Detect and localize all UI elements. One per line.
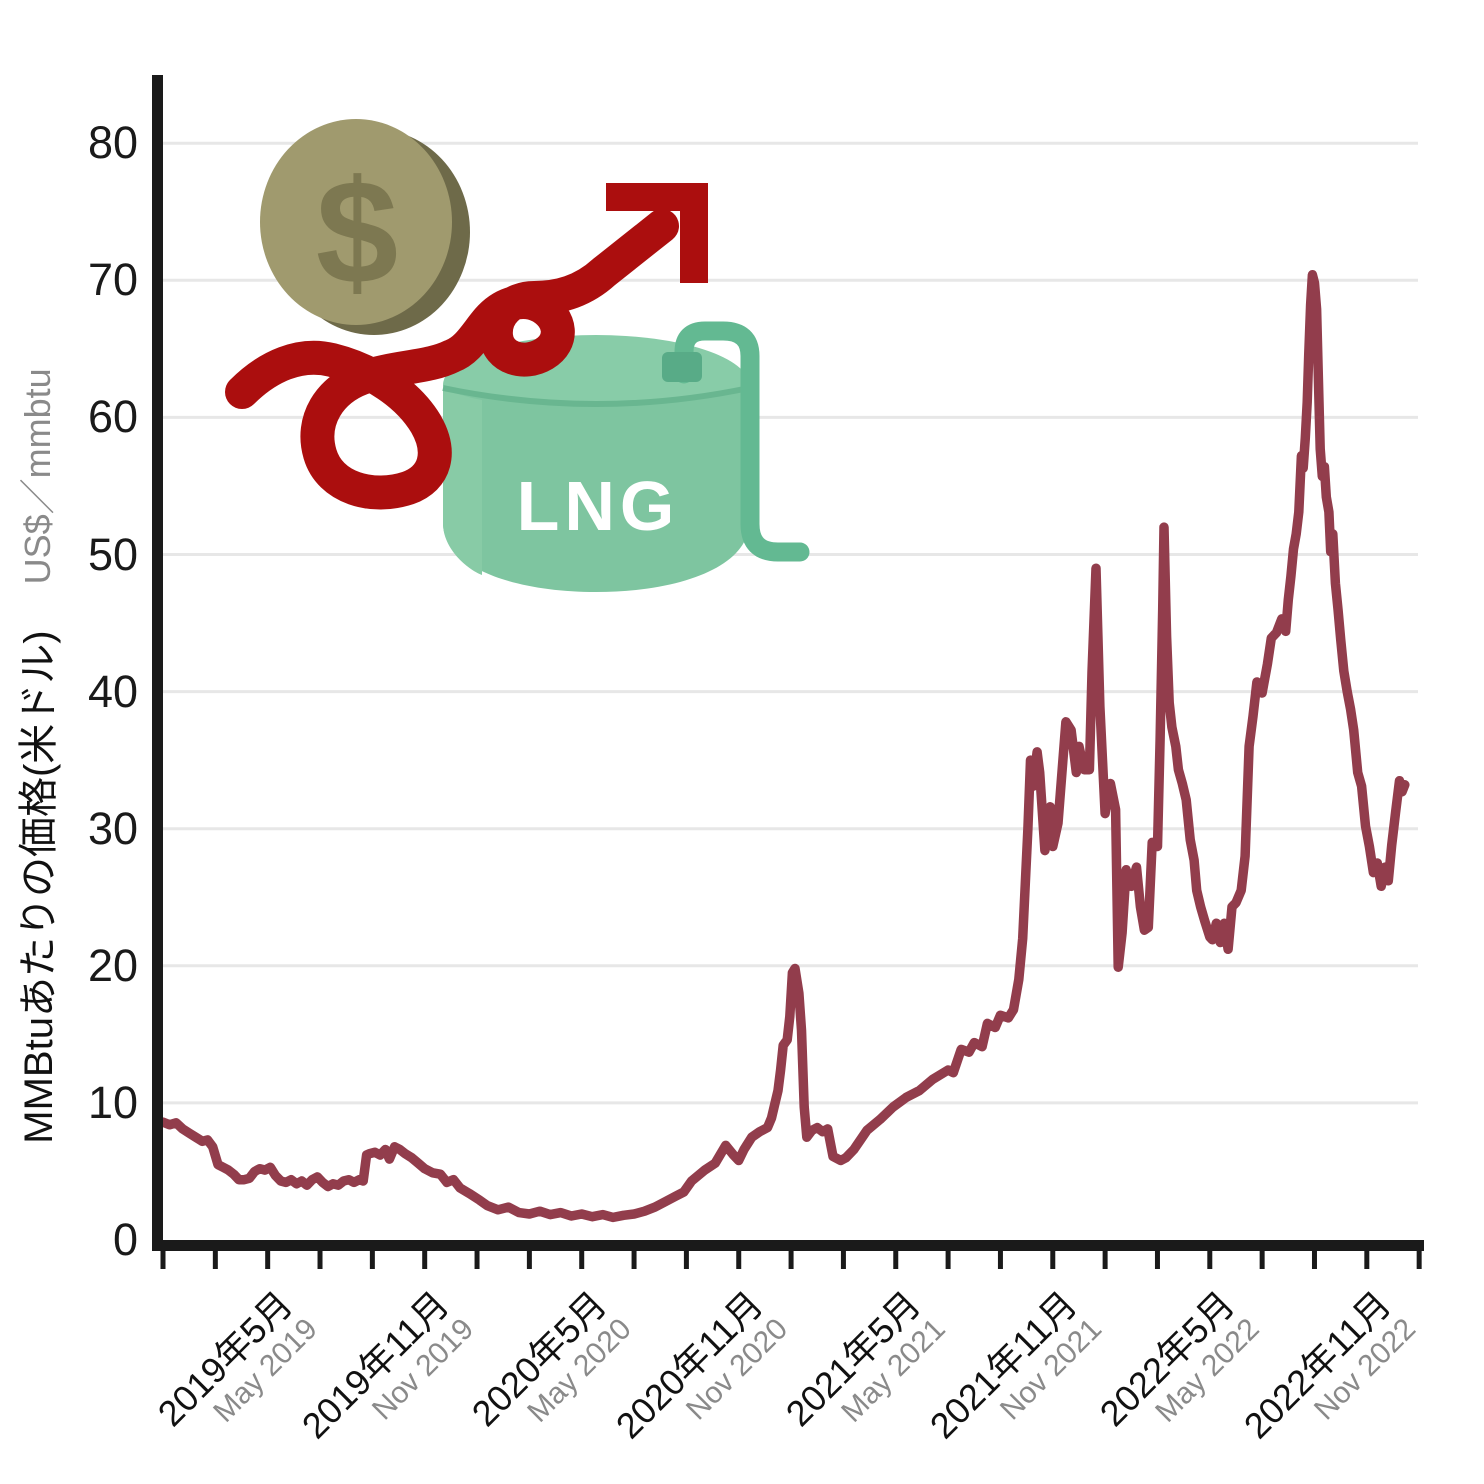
tank-body: [443, 388, 749, 592]
y-axis-tick-label: 70: [87, 254, 138, 306]
tank-pipe: [674, 321, 810, 562]
x-axis-ticks: [160, 1246, 1422, 1269]
y-axis-tick-label: 40: [87, 665, 138, 717]
price-line: [158, 270, 1410, 1223]
rising-arrow-icon: [225, 183, 708, 510]
lng-tank-icon: LNG: [442, 321, 810, 592]
tank-nozzle: [662, 352, 702, 382]
tank-label: LNG: [517, 467, 680, 545]
y-axis-tick-label: 50: [87, 528, 138, 580]
axes: [152, 75, 1424, 1269]
y-axis-tick-label: 30: [87, 802, 138, 854]
y-axis-tick-label: 80: [87, 117, 138, 169]
y-axis-title-jp: MMBtuあたりの価格(米ドル): [17, 630, 61, 1144]
y-axis-tick-label: 60: [87, 391, 138, 443]
dollar-sign: $: [316, 150, 398, 315]
coin-face: [260, 119, 452, 325]
arrow-swirl: [225, 209, 679, 510]
arrow-head: [606, 183, 708, 283]
y-axis-title: MMBtuあたりの価格(米ドル) US$／mmbtu: [0, 316, 71, 1196]
tank-left-highlight: [443, 388, 482, 575]
y-axis-tick-label: 0: [112, 1214, 138, 1265]
y-axis-title-en: US$／mmbtu: [17, 368, 58, 585]
dollar-coin-icon: $: [260, 119, 470, 335]
tank-rim: [442, 385, 750, 407]
y-axis-tick-label: 10: [87, 1076, 138, 1128]
y-axis-tick-label: 20: [87, 939, 138, 991]
